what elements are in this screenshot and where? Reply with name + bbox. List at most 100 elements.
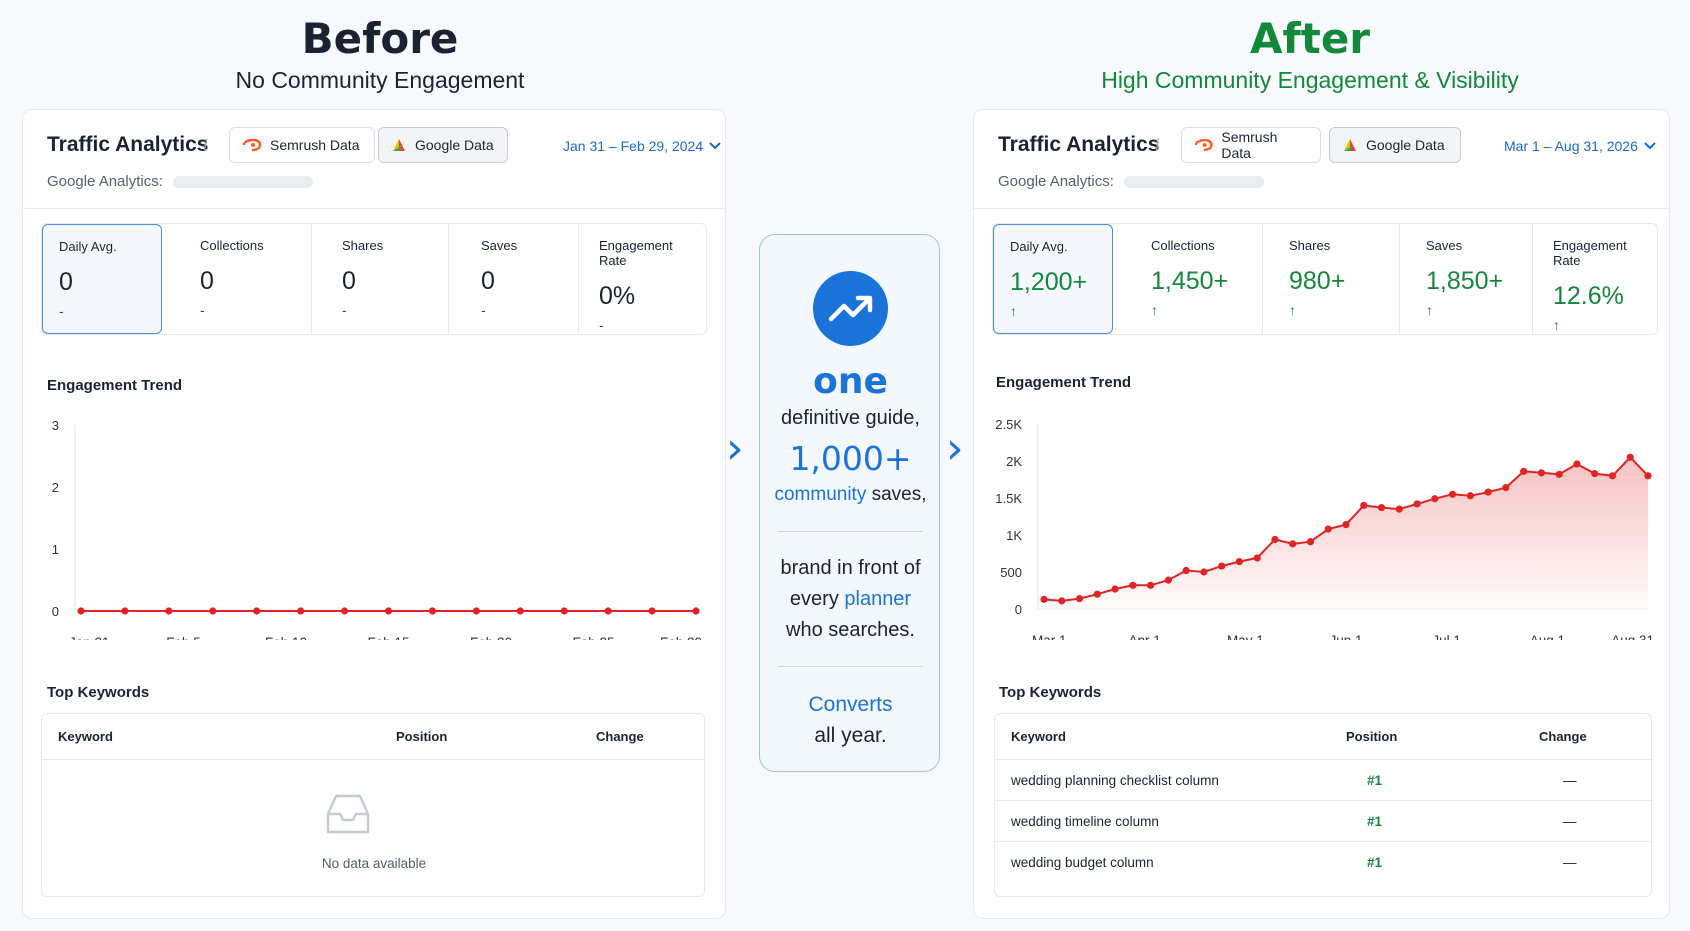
data-point [340, 607, 349, 615]
data-point [1484, 488, 1492, 496]
data-point [1573, 460, 1581, 468]
google-tab[interactable]: Google Data [378, 127, 508, 163]
metric-collections[interactable]: Collections 1,450+ ↑ [1113, 224, 1263, 334]
info-icon[interactable]: i [1155, 135, 1161, 154]
community-text: community [774, 484, 867, 505]
data-point [297, 607, 305, 615]
data-point [253, 607, 261, 615]
data-point [121, 607, 129, 615]
metric-label: Shares [342, 238, 384, 253]
metric-value: 0 [342, 267, 356, 295]
date-range-picker[interactable]: Mar 1 – Aug 31, 2026 [1504, 138, 1656, 154]
data-point [1626, 453, 1634, 461]
date-range-text: Mar 1 – Aug 31, 2026 [1504, 138, 1638, 154]
google-tab-label: Google Data [1366, 137, 1445, 153]
every-text: every [789, 588, 839, 610]
data-point [1431, 495, 1439, 503]
planner-text: planner [844, 588, 912, 610]
data-point [1075, 595, 1084, 603]
data-point [428, 607, 437, 615]
data-point [1342, 521, 1350, 529]
panel-title: Traffic Analytics [998, 133, 1160, 156]
engagement-trend-chart: 0 500 1K 1.5K 2K 2.5K Mar 1 Apr 1 May 1 Jun 1 Jul … [995, 417, 1654, 640]
top-keywords-title: Top Keywords [47, 684, 150, 701]
metric-label: Daily Avg. [59, 239, 117, 254]
metric-label: Shares [1289, 238, 1331, 253]
data-point [1235, 558, 1244, 566]
data-point [1182, 566, 1190, 575]
data-point [1253, 554, 1261, 562]
metric-change: - [342, 302, 347, 318]
table-row[interactable]: wedding budget column #1 — [995, 842, 1651, 883]
x-tick-label: Feb 29 [660, 635, 702, 640]
empty-state-text: No data available [321, 856, 427, 871]
metric-shares[interactable]: Shares 980+ ↑ [1263, 224, 1400, 334]
metric-label: Engagement Rate [1553, 238, 1627, 268]
metric-shares[interactable]: Shares 0 - [312, 224, 449, 334]
converts-text: Converts [808, 693, 893, 716]
data-point [1164, 576, 1172, 584]
metric-engagement-rate[interactable]: Engagement Rate 0% - [579, 224, 706, 334]
all-year-text: all year. [814, 724, 887, 747]
y-tick-label: 2 [52, 480, 59, 495]
row-change: — [1563, 855, 1577, 870]
table-row[interactable]: wedding timeline column #1 — [995, 801, 1651, 842]
date-range-picker[interactable]: Jan 31 – Feb 29, 2024 [563, 138, 721, 154]
data-point [1537, 469, 1546, 477]
x-tick-label: Jun 1 [1329, 633, 1362, 640]
brand-line: brand in front of [780, 557, 921, 579]
table-header: Keyword Position Change [42, 714, 704, 760]
y-tick-label: 0 [52, 604, 59, 619]
after-panel: Traffic Analytics i Semrush Data Google … [973, 109, 1670, 919]
metric-engagement-rate[interactable]: Engagement Rate 12.6% ↑ [1533, 224, 1657, 334]
metric-change-up-icon: ↑ [1010, 303, 1017, 319]
google-tab[interactable]: Google Data [1329, 127, 1461, 163]
x-tick-label: Feb 25 [572, 635, 614, 640]
ga-label: Google Analytics: [47, 173, 163, 190]
data-point [1200, 568, 1208, 576]
col-change: Change [1539, 729, 1587, 744]
data-point [1395, 505, 1403, 513]
metric-label: Saves [481, 238, 518, 253]
table-header: Keyword Position Change [995, 714, 1651, 760]
semrush-tab[interactable]: Semrush Data [229, 127, 375, 163]
metric-value: 0 [200, 267, 214, 295]
data-point [1413, 500, 1421, 508]
ga-property-blurred [1124, 176, 1264, 188]
metric-collections[interactable]: Collections 0 - [162, 224, 312, 334]
x-tick-label: May 1 [1227, 633, 1264, 640]
metric-label: Collections [1151, 238, 1215, 253]
saves-text: saves, [871, 484, 927, 505]
ga-label: Google Analytics: [998, 173, 1114, 190]
metric-saves[interactable]: Saves 1,850+ ↑ [1400, 224, 1533, 334]
word-one: one [813, 361, 888, 402]
metric-change-up-icon: ↑ [1151, 302, 1158, 318]
metric-daily-avg[interactable]: Daily Avg. 0 - [42, 224, 162, 334]
y-tick-label: 0 [1015, 602, 1022, 617]
data-point [1555, 470, 1563, 478]
col-keyword: Keyword [1011, 729, 1066, 744]
keywords-table: Keyword Position Change No data availabl… [41, 713, 705, 897]
y-tick-label: 1 [52, 542, 59, 557]
metric-saves[interactable]: Saves 0 - [449, 224, 579, 334]
data-point [1448, 490, 1457, 498]
table-row[interactable]: wedding planning checklist column #1 — [995, 760, 1651, 801]
data-point [384, 607, 393, 615]
google-tab-label: Google Data [415, 137, 494, 153]
community-saves-text: community saves, [760, 484, 941, 506]
metric-daily-avg[interactable]: Daily Avg. 1,200+ ↑ [993, 224, 1113, 334]
y-tick-label: 2K [1006, 454, 1022, 469]
who-searches-line: who searches. [786, 619, 915, 641]
metric-value: 0 [481, 267, 495, 295]
info-icon[interactable]: i [203, 135, 209, 154]
data-point [1306, 538, 1315, 546]
before-panel: Traffic Analytics i Semrush Data Google … [22, 109, 726, 919]
row-change: — [1563, 813, 1577, 829]
semrush-tab[interactable]: Semrush Data [1181, 127, 1321, 163]
panel-title: Traffic Analytics [47, 133, 209, 156]
x-tick-label: Feb 20 [470, 635, 512, 640]
engagement-trend-chart: 0 1 2 3 Jan 31 Feb 5 Feb 10 Feb 15 Feb 20 Feb 25 F… [52, 418, 702, 640]
x-tick-label: Feb 5 [166, 635, 201, 640]
metric-value: 0 [59, 268, 73, 296]
data-point [604, 607, 612, 615]
